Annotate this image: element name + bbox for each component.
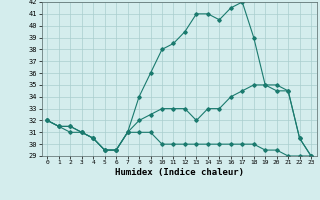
X-axis label: Humidex (Indice chaleur): Humidex (Indice chaleur) — [115, 168, 244, 177]
